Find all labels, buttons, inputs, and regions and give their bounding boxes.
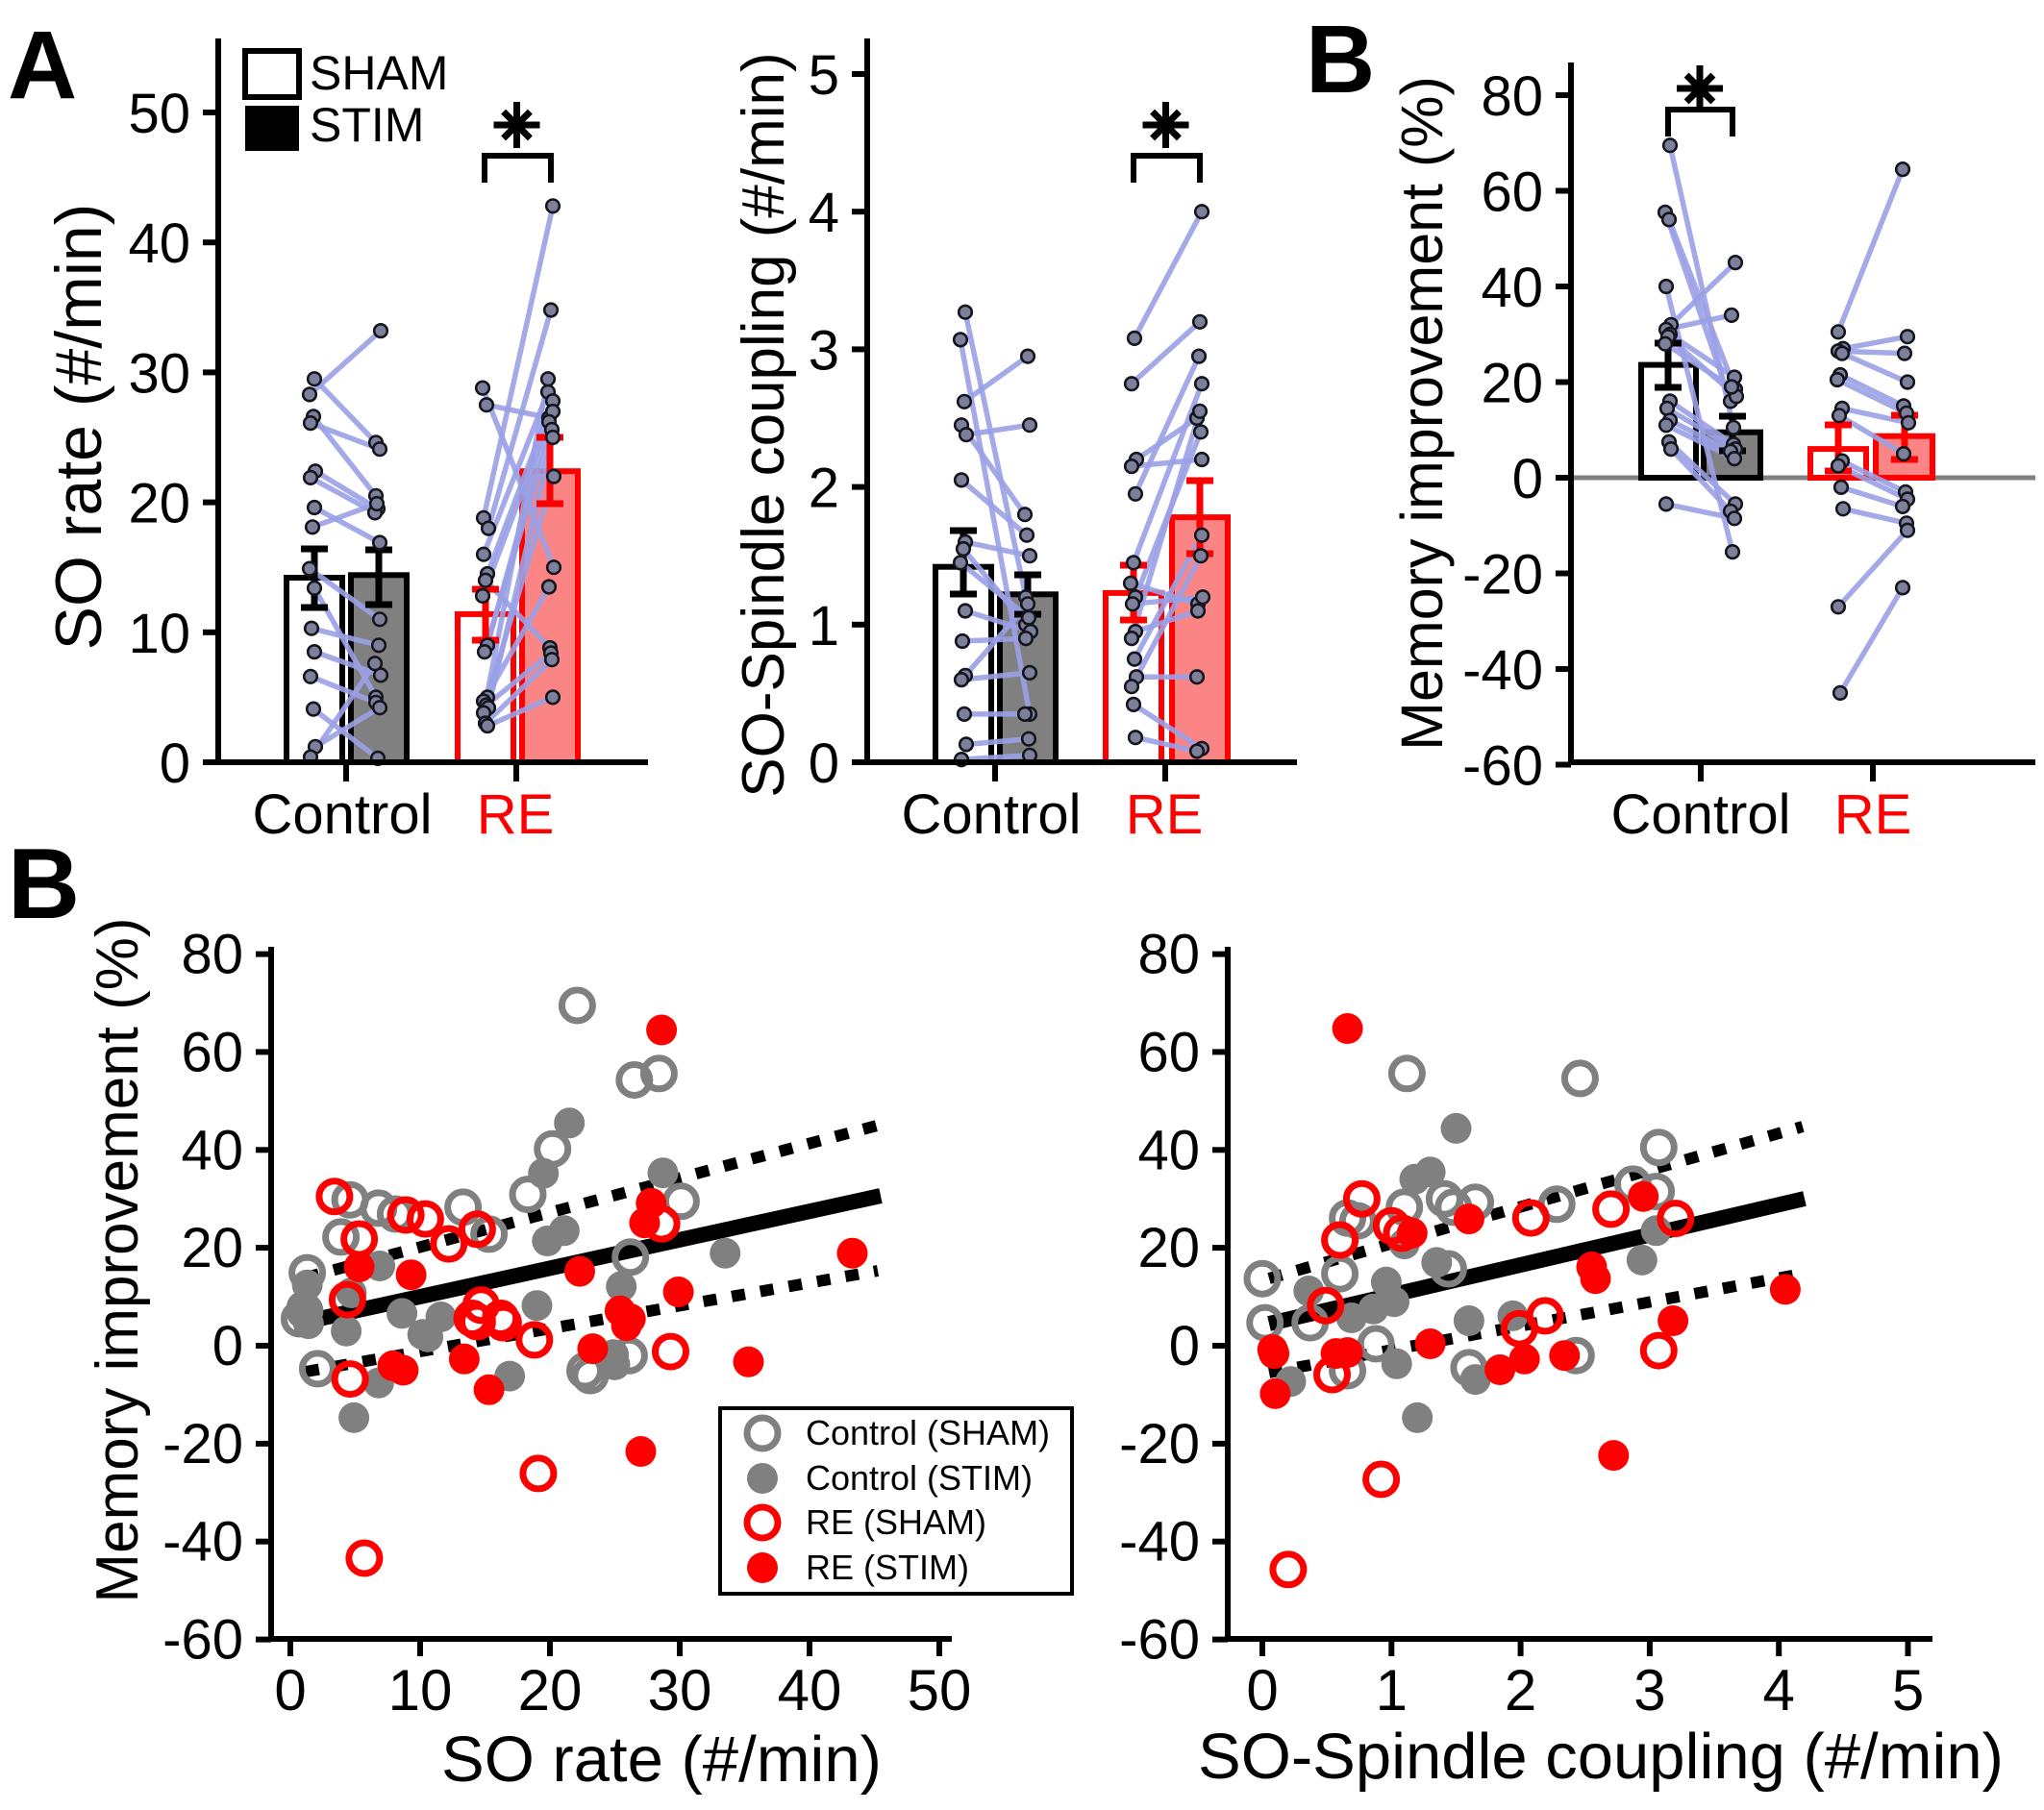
svg-text:20: 20 bbox=[1137, 1217, 1200, 1279]
svg-text:STIM: STIM bbox=[310, 98, 424, 152]
svg-text:3: 3 bbox=[809, 319, 839, 382]
svg-text:80: 80 bbox=[181, 924, 243, 986]
svg-text:B: B bbox=[8, 829, 80, 940]
svg-text:Control: Control bbox=[1611, 783, 1791, 846]
svg-text:10: 10 bbox=[388, 1658, 453, 1723]
svg-text:A: A bbox=[8, 12, 77, 119]
svg-text:-40: -40 bbox=[162, 1511, 243, 1574]
svg-text:40: 40 bbox=[1137, 1119, 1200, 1181]
svg-text:-20: -20 bbox=[162, 1413, 243, 1475]
svg-text:RE: RE bbox=[477, 783, 555, 846]
svg-text:2: 2 bbox=[809, 458, 839, 520]
svg-text:-20: -20 bbox=[1462, 544, 1543, 607]
svg-text:B: B bbox=[1306, 6, 1375, 113]
svg-text:20: 20 bbox=[128, 473, 190, 535]
svg-text:SO rate (#/min): SO rate (#/min) bbox=[441, 1723, 882, 1796]
svg-text:RE (STIM): RE (STIM) bbox=[806, 1548, 969, 1587]
svg-text:3: 3 bbox=[1633, 1658, 1665, 1723]
svg-text:-60: -60 bbox=[1119, 1609, 1200, 1672]
svg-text:0: 0 bbox=[1246, 1658, 1278, 1723]
svg-text:1: 1 bbox=[809, 595, 839, 657]
svg-text:RE: RE bbox=[1834, 783, 1912, 846]
svg-text:80: 80 bbox=[1481, 65, 1543, 128]
svg-text:-40: -40 bbox=[1119, 1511, 1200, 1574]
svg-text:1: 1 bbox=[1376, 1658, 1408, 1723]
svg-text:Control (SHAM): Control (SHAM) bbox=[806, 1413, 1050, 1452]
svg-text:0: 0 bbox=[1512, 448, 1543, 510]
svg-text:SHAM: SHAM bbox=[310, 46, 448, 100]
svg-text:4: 4 bbox=[809, 182, 839, 244]
svg-text:RE: RE bbox=[1126, 783, 1204, 846]
svg-text:60: 60 bbox=[1137, 1021, 1200, 1083]
svg-text:Control (STIM): Control (STIM) bbox=[806, 1458, 1033, 1498]
svg-text:50: 50 bbox=[128, 83, 190, 145]
svg-text:Memory improvement (%): Memory improvement (%) bbox=[1389, 76, 1455, 751]
svg-text:2: 2 bbox=[1505, 1658, 1536, 1723]
svg-text:20: 20 bbox=[181, 1217, 243, 1279]
svg-text:RE (SHAM): RE (SHAM) bbox=[806, 1502, 986, 1542]
svg-text:-40: -40 bbox=[1462, 639, 1543, 702]
svg-text:20: 20 bbox=[518, 1658, 583, 1723]
svg-text:-20: -20 bbox=[1119, 1413, 1200, 1475]
svg-text:5: 5 bbox=[1892, 1658, 1924, 1723]
svg-text:SO-Spindle coupling (#/min): SO-Spindle coupling (#/min) bbox=[731, 52, 797, 797]
svg-text:0: 0 bbox=[274, 1658, 306, 1723]
svg-text:0: 0 bbox=[212, 1315, 243, 1377]
svg-text:60: 60 bbox=[181, 1021, 243, 1083]
svg-text:40: 40 bbox=[778, 1658, 842, 1723]
svg-text:40: 40 bbox=[128, 212, 190, 275]
svg-text:60: 60 bbox=[1481, 161, 1543, 224]
svg-text:40: 40 bbox=[1481, 257, 1543, 319]
svg-text:40: 40 bbox=[181, 1119, 243, 1181]
svg-text:4: 4 bbox=[1763, 1658, 1795, 1723]
svg-text:Control: Control bbox=[902, 783, 1082, 846]
svg-text:50: 50 bbox=[908, 1658, 972, 1723]
svg-text:10: 10 bbox=[128, 603, 190, 665]
svg-text:0: 0 bbox=[809, 732, 839, 795]
svg-text:30: 30 bbox=[128, 342, 190, 405]
svg-text:5: 5 bbox=[809, 44, 839, 107]
svg-text:30: 30 bbox=[648, 1658, 712, 1723]
svg-text:80: 80 bbox=[1137, 924, 1200, 986]
svg-text:SO rate (#/min): SO rate (#/min) bbox=[42, 204, 115, 651]
svg-text:Control: Control bbox=[253, 783, 433, 846]
svg-text:Memory improvement (%): Memory improvement (%) bbox=[85, 917, 151, 1602]
svg-text:-60: -60 bbox=[1462, 735, 1543, 798]
svg-text:0: 0 bbox=[1169, 1315, 1200, 1377]
svg-text:-60: -60 bbox=[162, 1609, 243, 1672]
svg-text:SO-Spindle coupling (#/min): SO-Spindle coupling (#/min) bbox=[1198, 1721, 2004, 1793]
svg-text:0: 0 bbox=[160, 732, 190, 795]
svg-text:20: 20 bbox=[1481, 353, 1543, 415]
